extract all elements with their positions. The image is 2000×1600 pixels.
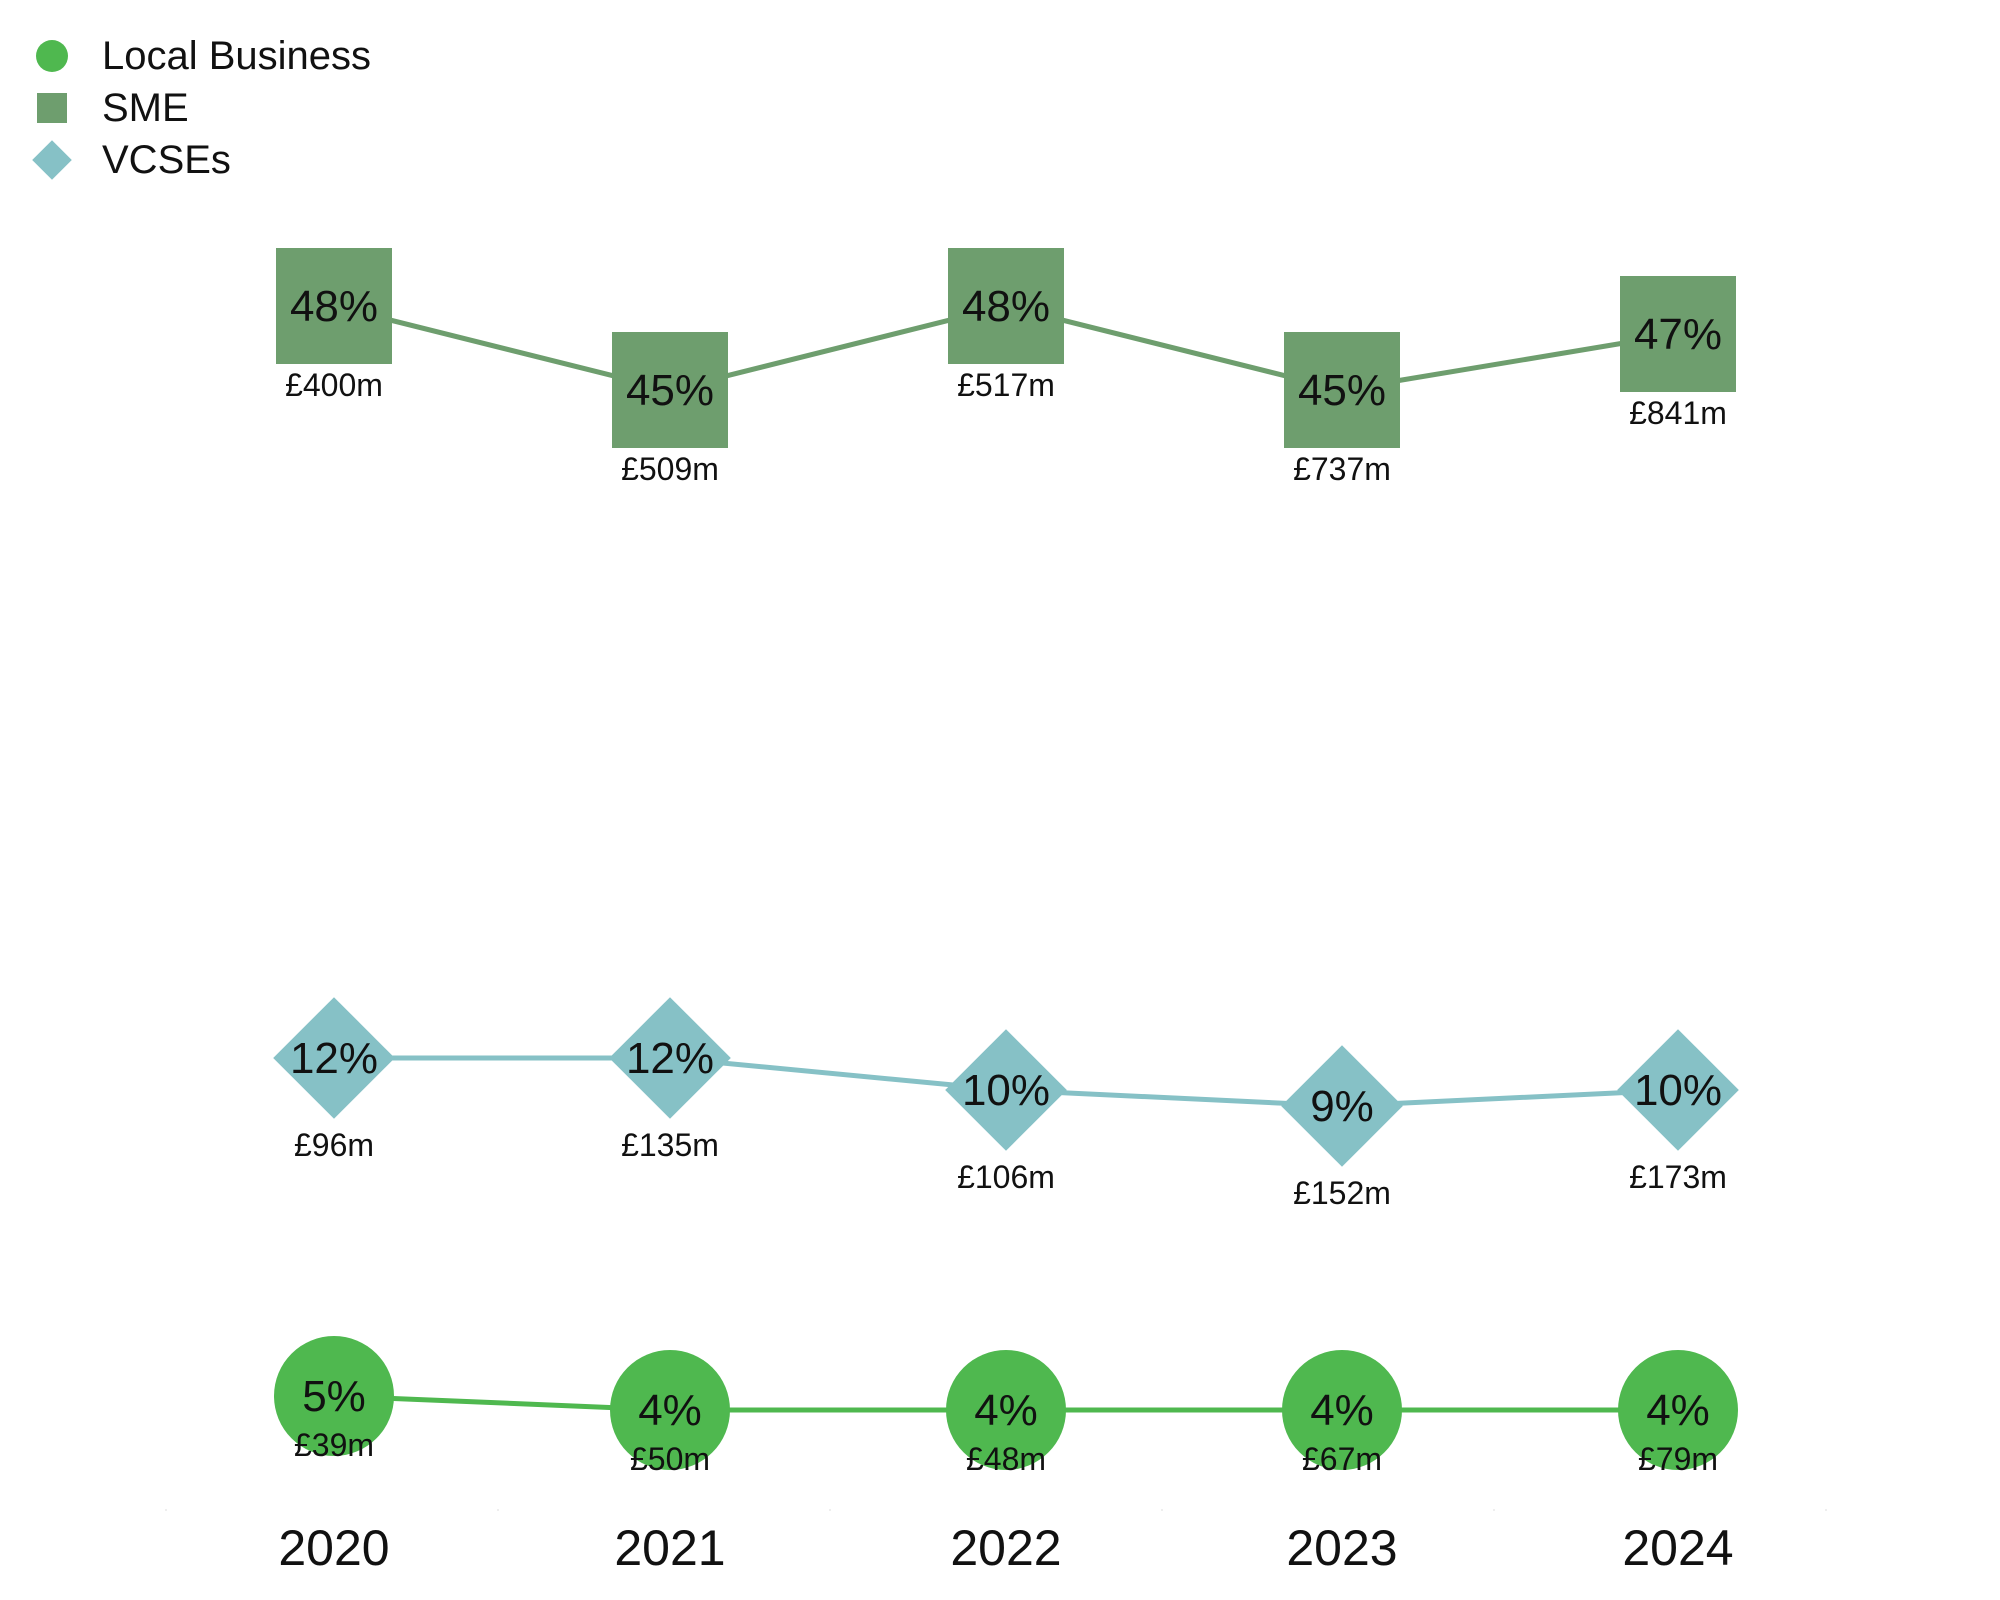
data-label-percent: 9% [1310, 1082, 1374, 1131]
data-label-spend: £39m [294, 1427, 374, 1463]
x-tick-label: 2023 [1286, 1520, 1397, 1576]
data-label-spend: £517m [957, 367, 1055, 403]
data-label-percent: 48% [290, 282, 378, 331]
data-label-spend: £67m [1302, 1441, 1382, 1477]
square-marker [612, 332, 728, 448]
square-marker [1284, 332, 1400, 448]
data-label-spend: £841m [1629, 395, 1727, 431]
diamond-marker [609, 997, 731, 1119]
series-local-business: 5% £39m 4% £50m 4% £48m 4% £67m 4% £79m [274, 1336, 1738, 1477]
data-label-percent: 10% [962, 1066, 1050, 1115]
data-label-percent: 12% [626, 1034, 714, 1083]
circle-marker [610, 1350, 730, 1470]
data-label-percent: 4% [974, 1386, 1038, 1435]
square-marker [1620, 276, 1736, 392]
x-tick-label: 2024 [1622, 1520, 1733, 1576]
circle-marker [1618, 1350, 1738, 1470]
data-label-percent: 10% [1634, 1066, 1722, 1115]
legend-item-local-business: Local Business [28, 30, 371, 82]
circle-icon [28, 32, 76, 80]
circle-marker [1282, 1350, 1402, 1470]
data-label-percent: 4% [638, 1386, 702, 1435]
data-label-percent: 45% [626, 366, 714, 415]
legend-label: SME [102, 85, 189, 130]
circle-marker [274, 1336, 394, 1456]
data-label-percent: 45% [1298, 366, 1386, 415]
data-label-spend: £79m [1638, 1441, 1718, 1477]
x-tick-label: 2022 [950, 1520, 1061, 1576]
data-label-percent: 47% [1634, 310, 1722, 359]
square-marker [276, 248, 392, 364]
data-label-percent: 4% [1646, 1386, 1710, 1435]
series-sme: 48% £400m 45% £509m 48% £517m 45% £737m 47% £841m [276, 248, 1736, 487]
data-label-percent: 4% [1310, 1386, 1374, 1435]
x-tick-label: 2020 [278, 1520, 389, 1576]
data-label-spend: £106m [957, 1159, 1055, 1195]
legend-item-vcses: VCSEs [28, 134, 371, 186]
x-tick-label: 2021 [614, 1520, 725, 1576]
data-label-spend: £48m [966, 1441, 1046, 1477]
series-vcses: 12% £96m 12% £135m 10% £106m 9% £152m 10% £173m [273, 997, 1739, 1211]
data-label-spend: £135m [621, 1127, 719, 1163]
data-label-spend: £400m [285, 367, 383, 403]
data-label-percent: 12% [290, 1034, 378, 1083]
data-label-spend: £50m [630, 1441, 710, 1477]
data-label-spend: £737m [1293, 451, 1391, 487]
circle-marker [946, 1350, 1066, 1470]
square-icon [28, 84, 76, 132]
data-label-percent: 5% [302, 1372, 366, 1421]
data-label-spend: £509m [621, 451, 719, 487]
data-label-percent: 48% [962, 282, 1050, 331]
legend-item-sme: SME [28, 82, 371, 134]
data-label-spend: £152m [1293, 1175, 1391, 1211]
chart-legend: Local Business SME VCSEs [28, 30, 371, 186]
data-label-spend: £173m [1629, 1159, 1727, 1195]
square-marker [948, 248, 1064, 364]
data-label-spend: £96m [294, 1127, 374, 1163]
legend-label: Local Business [102, 33, 372, 78]
legend-label: VCSEs [102, 137, 231, 182]
